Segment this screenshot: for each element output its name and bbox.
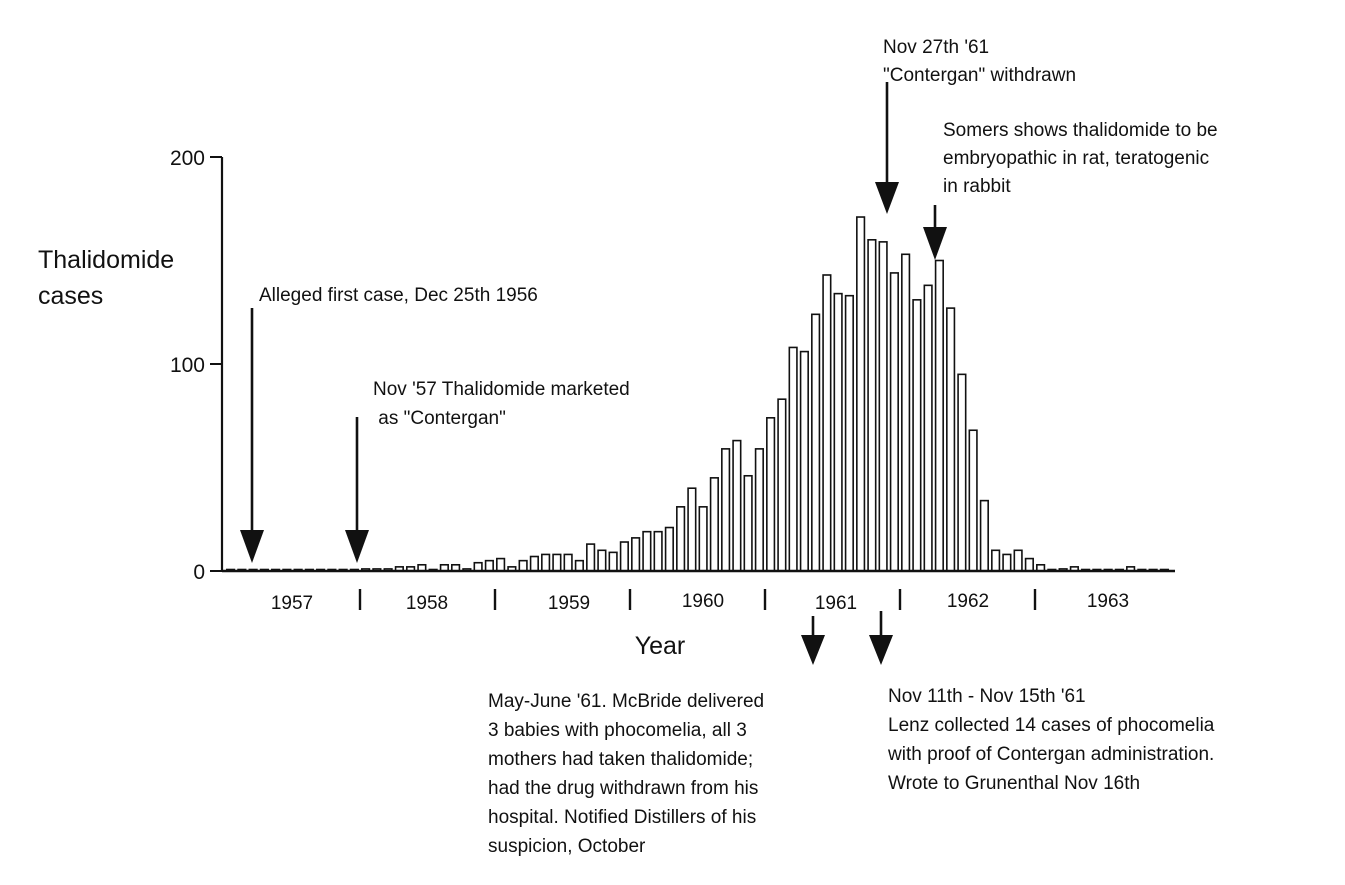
- bar: [541, 553, 551, 572]
- arrow-lenz: [869, 611, 893, 665]
- annotation-line: Nov '57 Thalidomide marketed: [373, 379, 630, 400]
- year-label-1963: 1963: [1087, 591, 1129, 612]
- arrow-withdrawn: [875, 82, 899, 214]
- annotation-line: Nov 11th - Nov 15th '61: [888, 686, 1086, 707]
- annotation-line: hospital. Notified Distillers of his: [488, 807, 756, 828]
- year-label-1957: 1957: [271, 593, 313, 614]
- annotation-line: May-June '61. McBride delivered: [488, 691, 764, 712]
- arrow-marketed: [345, 417, 369, 563]
- year-label-1962: 1962: [947, 591, 989, 612]
- bar: [1013, 549, 1023, 572]
- bar: [946, 307, 956, 572]
- bar: [709, 477, 719, 572]
- annotation-lenz: Nov 11th - Nov 15th '61 Lenz collected 1…: [887, 686, 1220, 794]
- arrow-first-case: [240, 308, 264, 563]
- bar: [754, 448, 764, 572]
- y-tick-label-200: 200: [170, 147, 205, 170]
- bar: [811, 313, 821, 572]
- x-axis-title: Year: [635, 632, 686, 660]
- annotation-line: as "Contergan": [373, 408, 506, 429]
- annotation-somers: Somers shows thalidomide to be embryopat…: [943, 120, 1223, 197]
- annotation-marketed: Nov '57 Thalidomide marketed as "Conterg…: [373, 379, 656, 429]
- bar: [518, 559, 528, 572]
- bar: [597, 549, 607, 572]
- bar: [552, 553, 562, 572]
- annotation-line: suspicion, October: [488, 836, 646, 857]
- bar: [631, 537, 641, 572]
- year-label-1960: 1960: [682, 591, 724, 612]
- bar: [653, 530, 663, 572]
- bar: [844, 294, 854, 572]
- bar: [721, 448, 731, 572]
- bar: [788, 346, 798, 572]
- annotation-line: Lenz collected 14 cases of phocomelia: [888, 715, 1215, 736]
- y-axis-title-line: Thalidomide: [38, 246, 174, 274]
- year-separators: [358, 589, 1037, 610]
- bar: [1024, 557, 1034, 572]
- annotation-line: mothers had taken thalidomide;: [488, 749, 753, 770]
- y-axis-title-line: cases: [38, 282, 103, 310]
- bar: [664, 526, 674, 572]
- annotation-withdrawn: Nov 27th '61 "Contergan" withdrawn: [883, 37, 1076, 86]
- bar: [799, 350, 809, 572]
- year-label-1961: 1961: [815, 593, 857, 614]
- bar: [856, 216, 866, 572]
- bar: [676, 506, 686, 572]
- bar: [563, 553, 573, 572]
- annotation-line: with proof of Contergan administration.: [887, 744, 1214, 765]
- bar: [991, 549, 1001, 572]
- arrow-somers: [923, 205, 947, 260]
- bar: [496, 557, 506, 572]
- bar: [642, 530, 652, 572]
- bar: [529, 555, 539, 572]
- annotation-mcbride: May-June '61. McBride delivered 3 babies…: [488, 691, 769, 857]
- annotation-line: 3 babies with phocomelia, all 3: [488, 720, 747, 741]
- bar: [889, 272, 899, 572]
- annotation-line: Nov 27th '61: [883, 37, 989, 58]
- bars-group: [226, 216, 1169, 572]
- bar: [878, 241, 888, 572]
- bar: [912, 299, 922, 572]
- bar: [957, 373, 967, 572]
- annotation-line: Wrote to Grunenthal Nov 16th: [888, 773, 1140, 794]
- bar: [608, 551, 618, 572]
- bar: [586, 543, 596, 572]
- arrow-mcbride: [801, 616, 825, 665]
- annotation-line: Alleged first case, Dec 25th 1956: [259, 285, 538, 306]
- annotation-line: had the drug withdrawn from his: [488, 778, 758, 799]
- bar: [574, 559, 584, 572]
- bar: [934, 259, 944, 572]
- bar: [901, 253, 911, 572]
- year-label-1958: 1958: [406, 593, 448, 614]
- bar: [777, 398, 787, 572]
- annotation-line: in rabbit: [943, 176, 1011, 197]
- y-tick-label-0: 0: [193, 561, 205, 584]
- bar: [923, 284, 933, 572]
- bar: [968, 429, 978, 572]
- bar: [732, 439, 742, 572]
- bar: [687, 487, 697, 572]
- bar: [1002, 553, 1012, 572]
- annotation-line: Somers shows thalidomide to be: [943, 120, 1218, 141]
- annotation-line: "Contergan" withdrawn: [883, 65, 1076, 86]
- bar: [743, 474, 753, 572]
- bar: [698, 506, 708, 572]
- annotation-first-case: Alleged first case, Dec 25th 1956: [259, 285, 538, 306]
- y-tick-label-100: 100: [170, 354, 205, 377]
- bar: [822, 274, 832, 572]
- bar: [766, 417, 776, 572]
- bar: [833, 292, 843, 572]
- bar: [979, 499, 989, 572]
- year-label-1959: 1959: [548, 593, 590, 614]
- bar: [619, 541, 629, 572]
- y-axis-title: Thalidomide cases: [38, 246, 181, 310]
- bar: [867, 239, 877, 572]
- bar: [484, 559, 494, 572]
- annotation-line: embryopathic in rat, teratogenic: [943, 148, 1209, 169]
